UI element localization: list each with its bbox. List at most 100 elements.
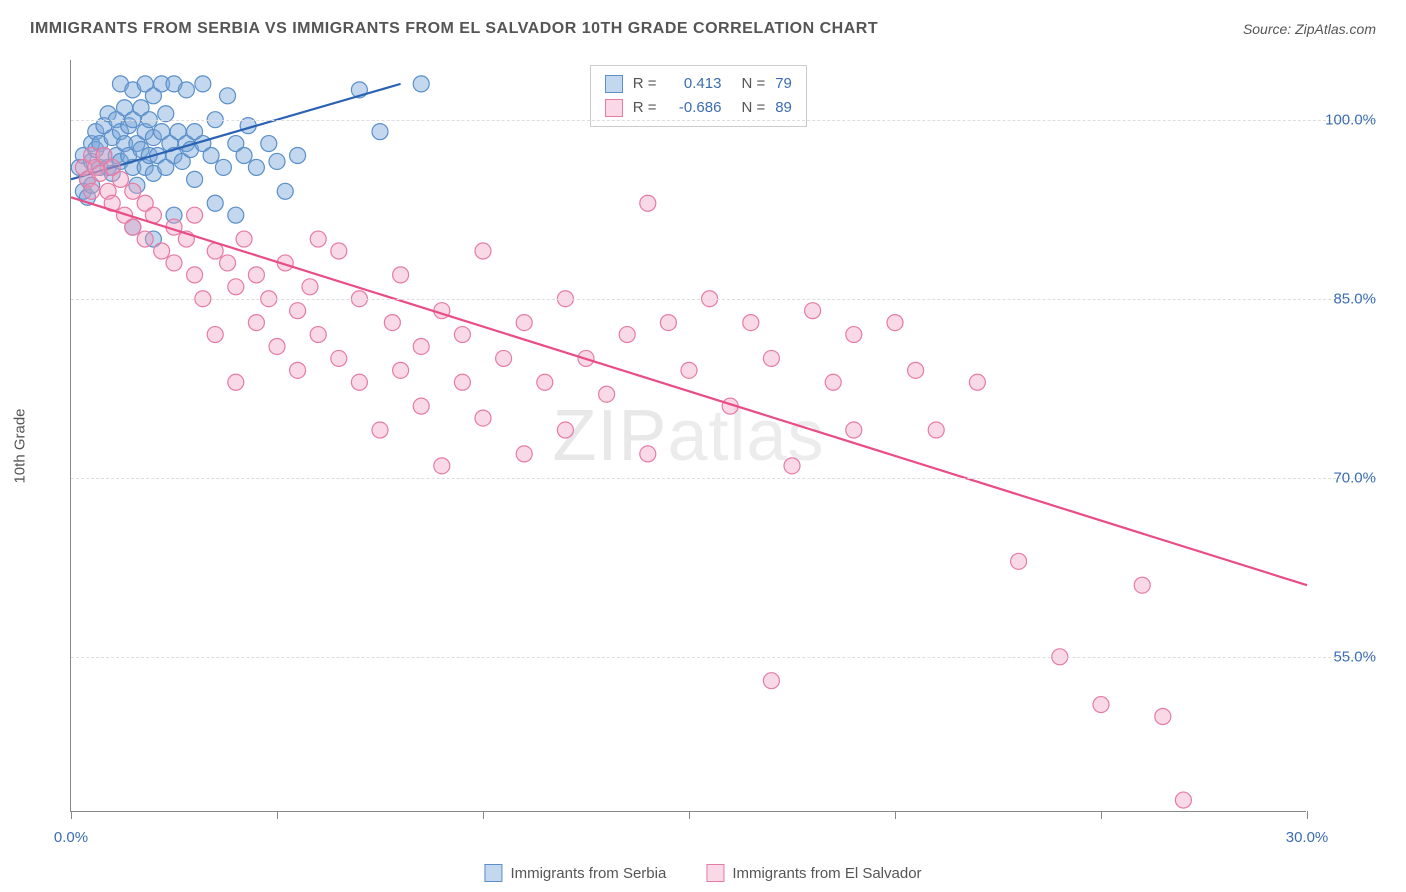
title-row: IMMIGRANTS FROM SERBIA VS IMMIGRANTS FRO… xyxy=(0,0,1406,48)
data-point xyxy=(846,327,862,343)
swatch-serbia xyxy=(605,75,623,93)
data-point xyxy=(1011,553,1027,569)
data-point xyxy=(310,327,326,343)
x-tick xyxy=(689,811,690,819)
data-point xyxy=(302,279,318,295)
data-point xyxy=(220,88,236,104)
data-point xyxy=(248,315,264,331)
correlation-row-elsalvador: R = -0.686 N = 89 xyxy=(605,96,792,120)
data-point xyxy=(413,338,429,354)
data-point xyxy=(331,350,347,366)
data-point xyxy=(1093,697,1109,713)
data-point xyxy=(290,362,306,378)
data-point xyxy=(969,374,985,390)
data-point xyxy=(277,183,293,199)
data-point xyxy=(331,243,347,259)
data-point xyxy=(681,362,697,378)
data-point xyxy=(763,350,779,366)
r-value-0: 0.413 xyxy=(666,72,721,96)
legend-label-elsalvador: Immigrants from El Salvador xyxy=(732,865,921,882)
n-value-1: 89 xyxy=(775,96,792,120)
data-point xyxy=(125,183,141,199)
legend-item-serbia: Immigrants from Serbia xyxy=(484,864,666,882)
data-point xyxy=(310,231,326,247)
data-point xyxy=(269,153,285,169)
data-point xyxy=(228,374,244,390)
data-point xyxy=(537,374,553,390)
data-point xyxy=(220,255,236,271)
data-point xyxy=(887,315,903,331)
data-point xyxy=(112,171,128,187)
data-point xyxy=(187,171,203,187)
data-point xyxy=(1175,792,1191,808)
data-point xyxy=(846,422,862,438)
data-point xyxy=(516,315,532,331)
data-point xyxy=(516,446,532,462)
data-point xyxy=(619,327,635,343)
x-tick xyxy=(1101,811,1102,819)
data-point xyxy=(413,76,429,92)
data-point xyxy=(393,267,409,283)
data-point xyxy=(228,207,244,223)
data-point xyxy=(207,195,223,211)
data-point xyxy=(384,315,400,331)
x-tick xyxy=(71,811,72,819)
data-point xyxy=(207,327,223,343)
series-legend: Immigrants from Serbia Immigrants from E… xyxy=(484,864,921,882)
data-point xyxy=(228,279,244,295)
data-point xyxy=(154,243,170,259)
x-tick-label: 0.0% xyxy=(54,829,88,846)
n-label-1: N = xyxy=(741,96,765,120)
data-point xyxy=(187,267,203,283)
n-value-0: 79 xyxy=(775,72,792,96)
data-point xyxy=(475,410,491,426)
y-tick-label: 55.0% xyxy=(1316,648,1376,665)
y-tick-label: 85.0% xyxy=(1316,290,1376,307)
x-tick-label: 30.0% xyxy=(1286,829,1329,846)
r-label-0: R = xyxy=(633,72,657,96)
chart-title: IMMIGRANTS FROM SERBIA VS IMMIGRANTS FRO… xyxy=(30,20,878,38)
legend-swatch-serbia xyxy=(484,864,502,882)
data-point xyxy=(215,159,231,175)
plot-area: ZIPatlas R = 0.413 N = 79 R = -0.686 N =… xyxy=(70,60,1306,812)
data-point xyxy=(557,422,573,438)
legend-swatch-elsalvador xyxy=(706,864,724,882)
data-point xyxy=(784,458,800,474)
grid-line xyxy=(71,120,1376,121)
data-point xyxy=(236,147,252,163)
data-point xyxy=(351,374,367,390)
data-point xyxy=(166,255,182,271)
legend-label-serbia: Immigrants from Serbia xyxy=(510,865,666,882)
data-point xyxy=(137,231,153,247)
data-point xyxy=(743,315,759,331)
grid-line xyxy=(71,478,1376,479)
data-point xyxy=(763,673,779,689)
data-point xyxy=(195,76,211,92)
data-point xyxy=(454,374,470,390)
x-tick xyxy=(895,811,896,819)
correlation-legend: R = 0.413 N = 79 R = -0.686 N = 89 xyxy=(590,65,807,127)
data-point xyxy=(248,267,264,283)
data-point xyxy=(236,231,252,247)
data-point xyxy=(640,446,656,462)
grid-line xyxy=(71,299,1376,300)
data-point xyxy=(928,422,944,438)
data-point xyxy=(187,207,203,223)
data-point xyxy=(496,350,512,366)
data-point xyxy=(475,243,491,259)
data-point xyxy=(290,303,306,319)
data-point xyxy=(805,303,821,319)
data-point xyxy=(434,458,450,474)
data-point xyxy=(454,327,470,343)
data-point xyxy=(413,398,429,414)
source-attribution: Source: ZipAtlas.com xyxy=(1243,21,1376,37)
plot-svg xyxy=(71,60,1306,811)
data-point xyxy=(660,315,676,331)
data-point xyxy=(393,362,409,378)
trend-line xyxy=(71,197,1307,585)
data-point xyxy=(248,159,264,175)
data-point xyxy=(84,183,100,199)
data-point xyxy=(125,219,141,235)
data-point xyxy=(599,386,615,402)
data-point xyxy=(825,374,841,390)
